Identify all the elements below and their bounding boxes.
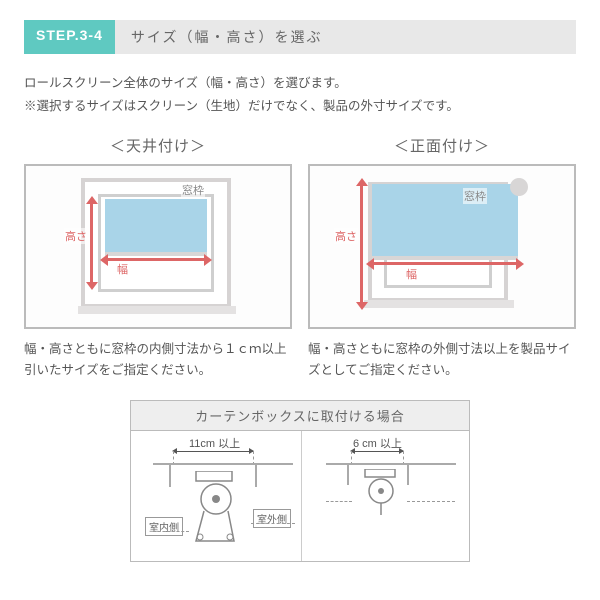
dim-label: 11cm 以上: [189, 435, 240, 451]
panel-illustration: 窓枠 高さ 幅: [308, 164, 576, 329]
width-label: 幅: [405, 266, 418, 282]
mechanism-icon: [359, 469, 403, 515]
intro-line: ※選択するサイズはスクリーン（生地）だけでなく、製品の外寸サイズです。: [24, 95, 576, 118]
panel-title: ＜正面付け＞: [308, 135, 576, 156]
panel-illustration: 窓枠 高さ 幅: [24, 164, 292, 329]
panel-title: ＜天井付け＞: [24, 135, 292, 156]
panels-row: ＜天井付け＞ 窓枠 高さ 幅 幅・高さともに窓枠の内側寸法から１ｃｍ以上引いたサ…: [24, 135, 576, 382]
height-label: 高さ: [64, 228, 88, 244]
frame-label: 窓枠: [181, 182, 205, 198]
step-header: STEP.3-4 サイズ（幅・高さ）を選ぶ: [24, 20, 576, 54]
inside-tag: 室内側: [145, 517, 183, 536]
panel-desc: 幅・高さともに窓枠の内側寸法から１ｃｍ以上引いたサイズをご指定ください。: [24, 339, 292, 382]
intro-text: ロールスクリーン全体のサイズ（幅・高さ）を選びます。 ※選択するサイズはスクリー…: [24, 72, 576, 117]
curtain-box-title: カーテンボックスに取付ける場合: [131, 401, 469, 431]
step-badge: STEP.3-4: [24, 20, 115, 54]
mechanism-icon: [186, 471, 246, 551]
outside-tag: 室外側: [253, 509, 291, 528]
width-label: 幅: [116, 261, 129, 277]
step-title: サイズ（幅・高さ）を選ぶ: [115, 20, 576, 54]
height-label: 高さ: [334, 228, 358, 244]
panel-ceiling: ＜天井付け＞ 窓枠 高さ 幅 幅・高さともに窓枠の内側寸法から１ｃｍ以上引いたサ…: [24, 135, 292, 382]
curtain-box-illustration: 11cm 以上 室内側 室外側 6 cm 以上: [131, 431, 469, 561]
panel-desc: 幅・高さともに窓枠の外側寸法以上を製品サイズとしてご指定ください。: [308, 339, 576, 382]
dim-label: 6 cm 以上: [353, 435, 402, 451]
curtain-box-panel: カーテンボックスに取付ける場合 11cm 以上 室内側 室外側 6 cm 以上: [130, 400, 470, 562]
frame-label: 窓枠: [463, 188, 487, 204]
intro-line: ロールスクリーン全体のサイズ（幅・高さ）を選びます。: [24, 72, 576, 95]
panel-front: ＜正面付け＞ 窓枠 高さ 幅 幅・高さともに窓枠の外側寸法以上を製品サイズとして…: [308, 135, 576, 382]
